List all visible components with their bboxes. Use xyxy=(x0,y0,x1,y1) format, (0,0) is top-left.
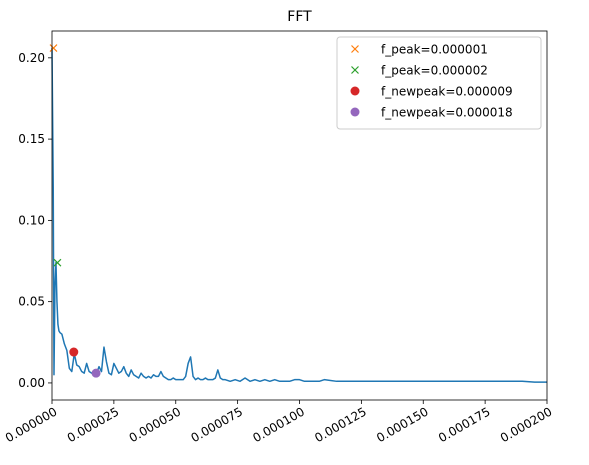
plot-frame xyxy=(51,30,548,401)
y-tick-label: 0.20 xyxy=(18,51,45,65)
peak-marker xyxy=(91,368,101,378)
fft-series-line xyxy=(51,48,547,383)
legend-box xyxy=(336,36,542,130)
peak-marker xyxy=(49,44,58,52)
y-tick-label: 0.00 xyxy=(18,376,45,390)
legend-label: f_newpeak=0.000009 xyxy=(381,85,513,99)
peak-marker xyxy=(53,258,62,267)
legend-label: f_peak=0.000001 xyxy=(381,43,488,57)
legend: f_peak=0.000001 f_peak=0.000002 f_newpeak=… xyxy=(336,36,542,130)
y-axis-ticks: 0.00 0.05 0.10 0.15 0.20 xyxy=(18,51,52,390)
y-tick-label: 0.15 xyxy=(18,132,45,146)
peak-marker xyxy=(69,347,79,357)
legend-marker xyxy=(350,86,360,96)
legend-marker xyxy=(351,45,359,53)
chart-title: FFT xyxy=(287,9,312,25)
y-tick-label: 0.05 xyxy=(18,295,45,309)
peak-markers xyxy=(49,44,101,378)
legend-label: f_newpeak=0.000018 xyxy=(381,106,513,120)
legend-label: f_peak=0.000002 xyxy=(381,64,488,78)
y-tick-label: 0.10 xyxy=(18,213,45,227)
legend-marker xyxy=(351,66,359,74)
legend-marker xyxy=(350,107,360,117)
